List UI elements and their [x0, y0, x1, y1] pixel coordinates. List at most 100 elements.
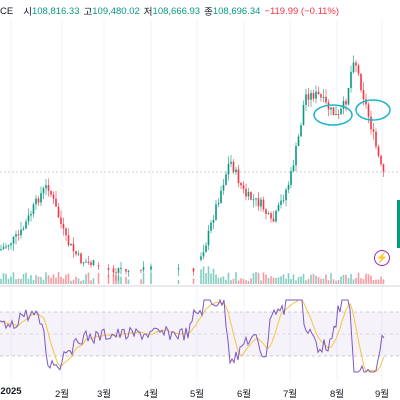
candle-body: [270, 213, 272, 219]
change-value: −119.99 (−0.11%): [264, 5, 340, 17]
candle-body: [245, 188, 247, 197]
candle-body: [22, 228, 25, 230]
candle-body: [242, 185, 245, 189]
volume-bar: [140, 279, 142, 284]
volume-bar: [295, 280, 297, 284]
volume-bar: [52, 274, 55, 284]
volume-bar: [32, 280, 35, 284]
candle-body: [65, 228, 67, 236]
volume-bar: [125, 276, 127, 284]
volume-bar: [67, 273, 70, 284]
candle-body: [97, 265, 100, 267]
volume-bar: [7, 278, 10, 284]
candle-body: [307, 94, 310, 100]
volume-bar: [42, 279, 45, 284]
candle-body: [70, 243, 72, 246]
volume-bar: [70, 280, 72, 284]
candle-body: [317, 91, 320, 95]
x-axis-label-aug: 8월: [329, 389, 345, 400]
volume-bar: [82, 280, 85, 284]
volume-bar: [247, 280, 250, 284]
volume-bar: [245, 280, 247, 284]
volume-bar: [380, 276, 382, 284]
x-axis-label-jun: 6월: [236, 389, 252, 400]
lightning-icon[interactable]: ⚡: [374, 250, 390, 266]
volume-bar: [280, 276, 282, 284]
candle-body: [207, 230, 210, 246]
candle-body: [250, 192, 252, 200]
volume-bar: [310, 274, 312, 284]
volume-bar: [207, 266, 210, 284]
candle-body: [355, 62, 357, 66]
candle-body: [310, 93, 312, 100]
volume-bar: [337, 279, 340, 284]
candle-body: [267, 213, 270, 215]
ohlc-legend: CE 시 108,816.33 고 109,480.02 저 108,666.93 종…: [0, 3, 339, 19]
candle-body: [107, 268, 110, 270]
annotation-ellipse-left[interactable]: [313, 104, 353, 126]
candle-body: [235, 169, 237, 173]
candle-body: [12, 236, 15, 244]
candle-body: [120, 267, 122, 269]
candle-body: [320, 94, 322, 98]
candle-body: [25, 221, 27, 229]
volume-bar: [270, 276, 272, 284]
volume-bar: [305, 280, 307, 284]
volume-bar: [365, 273, 367, 284]
candle-body: [255, 198, 257, 200]
volume-bar: [325, 274, 327, 284]
volume-bar: [45, 272, 47, 284]
volume-bar: [210, 273, 212, 284]
annotation-ellipse-right[interactable]: [355, 99, 391, 121]
symbol-name[interactable]: CE: [0, 5, 14, 17]
candle-body: [330, 107, 332, 110]
volume-bar: [220, 277, 222, 284]
candle-body: [17, 234, 20, 236]
volume-bar: [77, 278, 80, 284]
candle-body: [372, 129, 375, 132]
candle-body: [2, 246, 5, 250]
volume-bar: [12, 272, 15, 284]
candle-body: [230, 161, 232, 164]
volume-bar: [227, 272, 230, 284]
candle-body: [342, 100, 345, 109]
open-value: 108,816.33: [31, 5, 80, 17]
candle-body: [82, 262, 85, 264]
candle-body: [115, 272, 117, 274]
candle-body: [60, 217, 62, 224]
volume-bar: [255, 272, 257, 284]
volume-bar: [267, 278, 270, 284]
rsi-line: [0, 298, 385, 373]
candle-body: [375, 131, 377, 147]
candle-body: [202, 252, 205, 257]
volume-bar: [75, 276, 77, 284]
volume-bar: [65, 274, 67, 284]
candle-body: [177, 268, 180, 270]
rsi-indicator: [0, 298, 385, 373]
volume-bar: [320, 278, 322, 284]
candle-body: [15, 234, 17, 237]
close-label: 종: [204, 7, 213, 18]
candle-body: [312, 93, 315, 99]
candle-body: [52, 194, 55, 199]
volume-bar: [97, 272, 100, 284]
volume-bar: [0, 278, 2, 284]
candle-body: [45, 185, 47, 189]
candle-body: [210, 222, 212, 231]
volume-bar: [232, 278, 235, 284]
volume-bar: [202, 266, 205, 284]
candle-body: [117, 268, 120, 273]
x-axis-label-2025: 2025: [0, 386, 22, 397]
volume-bar: [55, 277, 57, 284]
candle-body: [297, 136, 300, 147]
candle-body: [50, 190, 52, 195]
candle-body: [337, 113, 340, 115]
candle-body: [220, 190, 222, 203]
candle-body: [237, 169, 240, 183]
x-axis-label-apr: 4월: [143, 389, 159, 400]
volume-bar: [127, 279, 130, 284]
volume-bar: [60, 276, 62, 284]
volume-bar: [290, 278, 292, 284]
volume-bar: [275, 278, 277, 284]
